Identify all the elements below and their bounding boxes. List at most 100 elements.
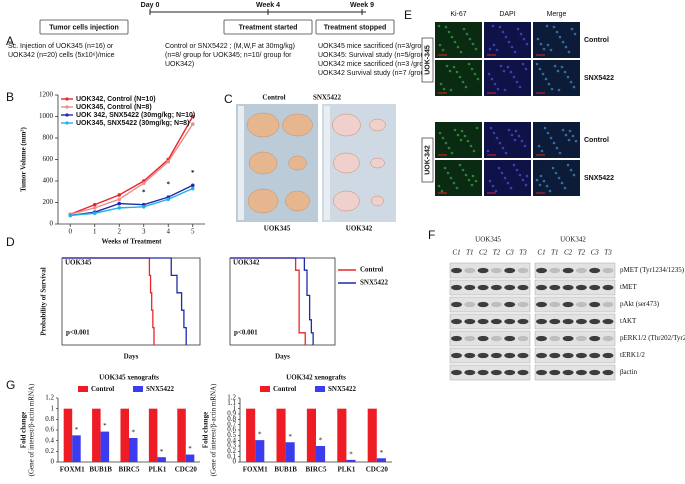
panel-letter: C — [224, 92, 233, 106]
legend-label: Control — [91, 385, 114, 393]
point — [166, 159, 171, 164]
annotation: * — [142, 188, 146, 196]
band — [504, 284, 516, 291]
nucleus — [507, 128, 511, 132]
band — [562, 352, 574, 359]
nucleus — [460, 129, 464, 133]
nucleus — [552, 141, 556, 145]
nucleus — [538, 183, 542, 187]
nucleus — [553, 64, 557, 68]
nucleus — [504, 151, 508, 155]
band — [517, 284, 529, 291]
nucleus — [496, 87, 500, 91]
nucleus — [521, 62, 525, 66]
bar — [306, 408, 316, 462]
band — [562, 335, 574, 342]
nucleus — [469, 144, 473, 148]
lane-label: C3 — [506, 249, 515, 257]
nucleus — [468, 37, 472, 41]
x-tick-label: FOXM1 — [60, 466, 85, 474]
nucleus — [513, 138, 517, 142]
milestone-label: Day 0 — [141, 2, 160, 9]
nucleus — [573, 32, 577, 36]
band — [477, 335, 489, 342]
nucleus — [512, 75, 516, 79]
x-tick-label: BUB1B — [274, 466, 297, 474]
band — [549, 267, 561, 274]
band — [517, 335, 529, 342]
legend-marker — [65, 113, 69, 117]
blot-row: tMET — [620, 283, 637, 291]
band — [536, 318, 547, 325]
band — [451, 352, 462, 359]
nucleus — [445, 64, 449, 68]
x-tick-label: 5 — [191, 228, 195, 236]
band — [490, 284, 502, 291]
nucleus — [474, 179, 478, 183]
nucleus — [461, 80, 465, 84]
band — [562, 267, 574, 274]
nucleus — [503, 176, 507, 180]
micro-column: Ki-67 — [450, 11, 466, 18]
x-axis-label: Days — [275, 353, 290, 361]
y-tick-label: 1.1 — [227, 399, 236, 407]
nucleus — [462, 27, 466, 31]
nucleus — [515, 80, 519, 84]
blot-strip — [534, 262, 616, 279]
tumor — [288, 155, 307, 171]
nucleus — [566, 163, 570, 167]
nucleus — [463, 134, 467, 138]
micro-column: Merge — [547, 11, 567, 18]
nucleus — [547, 82, 551, 86]
annotation: * — [288, 433, 292, 441]
stage-text: UOK345 mice sacrificed (n=3/group) — [318, 43, 431, 50]
nucleus — [535, 62, 539, 66]
band — [602, 284, 614, 291]
y-tick-label: 0 — [50, 220, 54, 228]
stage-text: UOK342 Survival study (n=7 /group) — [318, 70, 431, 77]
nucleus — [456, 45, 460, 49]
band — [589, 335, 601, 342]
band — [602, 352, 614, 359]
nucleus — [472, 149, 476, 153]
tumor — [247, 188, 279, 214]
micro-row: Control — [584, 137, 609, 144]
nucleus — [491, 184, 495, 188]
nucleus — [563, 186, 567, 190]
nucleus — [512, 163, 516, 167]
nucleus — [443, 166, 447, 170]
legend-label: SNX5422 — [360, 279, 389, 287]
y-tick-label: 0.4 — [45, 436, 54, 444]
nucleus — [525, 42, 529, 46]
annotation: * — [319, 437, 323, 445]
legend-label: Control — [360, 266, 383, 274]
micro-image — [435, 60, 482, 96]
nucleus — [514, 129, 518, 133]
annotation: * — [191, 169, 195, 177]
band — [517, 301, 529, 308]
nucleus — [506, 65, 510, 69]
annotation: p<0.001 — [234, 329, 258, 337]
point — [190, 183, 195, 188]
blot-row: βactin — [620, 368, 638, 376]
nucleus — [520, 139, 524, 143]
band — [464, 335, 476, 342]
band — [451, 335, 462, 342]
nucleus — [548, 189, 552, 193]
nucleus — [501, 146, 505, 150]
blot-strip — [449, 330, 531, 347]
lane-label: T3 — [519, 249, 527, 257]
y-tick-label: 0.1 — [227, 452, 236, 460]
x-tick-label: PLK1 — [148, 466, 166, 474]
nucleus — [467, 62, 471, 66]
nucleus — [453, 128, 457, 132]
series-line — [70, 187, 194, 217]
lane-label: C2 — [564, 249, 573, 257]
nucleus — [498, 25, 502, 29]
legend-marker — [65, 105, 69, 109]
nucleus — [455, 186, 459, 190]
band — [549, 318, 561, 325]
nucleus — [439, 82, 443, 86]
nucleus — [470, 183, 474, 187]
point — [190, 114, 195, 119]
